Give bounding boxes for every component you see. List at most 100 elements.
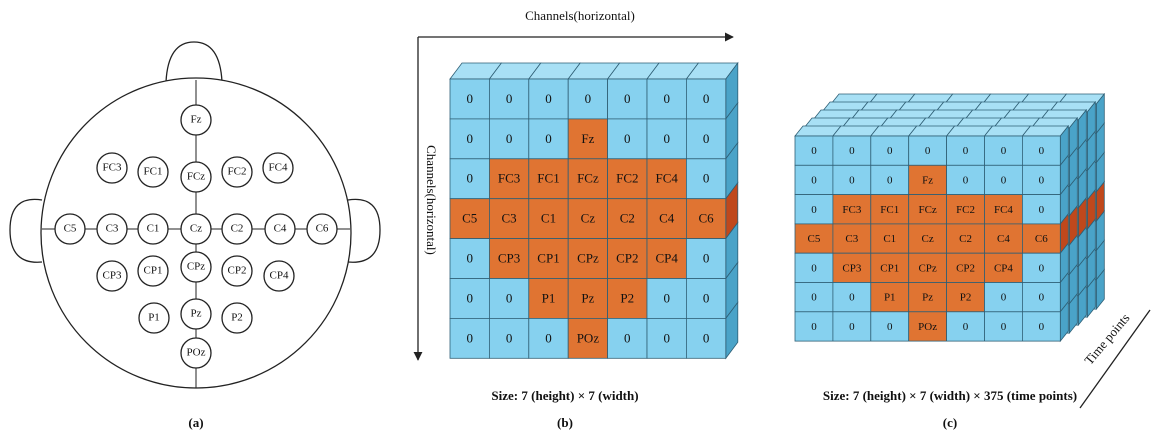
cell-label: 0 bbox=[545, 330, 552, 345]
cell-label: 0 bbox=[887, 174, 893, 186]
cell-label: CP2 bbox=[616, 251, 638, 266]
panel-b: Channels(horizontal) Channels(horizontal… bbox=[418, 8, 738, 430]
cell-label: 0 bbox=[1001, 321, 1007, 333]
cell-label: POz bbox=[577, 330, 600, 345]
cell-label: 0 bbox=[1001, 292, 1007, 304]
cell-label: FC4 bbox=[655, 171, 678, 186]
cell-label: 0 bbox=[1039, 204, 1045, 216]
nose bbox=[166, 42, 222, 82]
electrode-label: C3 bbox=[106, 223, 119, 235]
electrode-label: C6 bbox=[316, 223, 329, 235]
cell-label: 0 bbox=[1039, 145, 1045, 157]
cell-label: 0 bbox=[585, 91, 592, 106]
cell-label: 0 bbox=[963, 174, 969, 186]
cell-label: C5 bbox=[808, 233, 821, 245]
panel-c: Time points Size: 7 (height) × 7 (width)… bbox=[795, 94, 1150, 430]
electrode-label: C5 bbox=[64, 223, 77, 235]
cell-label: 0 bbox=[663, 131, 670, 146]
cell-label: CP3 bbox=[498, 251, 520, 266]
cell-label: 0 bbox=[506, 330, 513, 345]
cell-label: Pz bbox=[922, 292, 933, 304]
cell-label: CP1 bbox=[537, 251, 559, 266]
cell-label: Cz bbox=[922, 233, 934, 245]
cell-label: CP4 bbox=[655, 251, 678, 266]
cell-label: FC2 bbox=[616, 171, 638, 186]
cell-label: 0 bbox=[1039, 321, 1045, 333]
cell-label: 0 bbox=[849, 292, 855, 304]
cell-label: FC3 bbox=[498, 171, 520, 186]
cell-label: 0 bbox=[466, 131, 473, 146]
cell-label: 0 bbox=[703, 290, 710, 305]
cell-label: 0 bbox=[466, 91, 473, 106]
cell-label: C3 bbox=[845, 233, 858, 245]
electrode-label: Pz bbox=[191, 308, 202, 320]
cell-label: 0 bbox=[849, 145, 855, 157]
cell-label: CP1 bbox=[880, 262, 899, 274]
electrode-label: FC2 bbox=[228, 166, 247, 178]
cell-label: POz bbox=[918, 321, 937, 333]
cell-label: C6 bbox=[1035, 233, 1048, 245]
caption: (a) bbox=[188, 415, 203, 430]
cell-label: 0 bbox=[466, 330, 473, 345]
cell-label: 0 bbox=[811, 145, 817, 157]
electrode-label: POz bbox=[187, 347, 206, 359]
cell-label: C2 bbox=[620, 211, 635, 226]
electrode-label: C4 bbox=[274, 223, 287, 235]
electrode-label: CPz bbox=[187, 261, 205, 273]
cell-label: C5 bbox=[462, 211, 477, 226]
size-label: Size: 7 (height) × 7 (width) × 375 (time… bbox=[823, 388, 1077, 403]
cell-label: 0 bbox=[811, 262, 817, 274]
cell-label: P2 bbox=[960, 292, 972, 304]
cell-label: 0 bbox=[624, 91, 631, 106]
electrode-label: CP1 bbox=[144, 265, 163, 277]
electrode-label: C2 bbox=[231, 223, 244, 235]
cell-label: Pz bbox=[581, 290, 594, 305]
caption: (c) bbox=[943, 415, 957, 430]
cell-label: 0 bbox=[506, 290, 513, 305]
cell-label: C1 bbox=[883, 233, 896, 245]
cell-label: 0 bbox=[849, 174, 855, 186]
cell-label: 0 bbox=[963, 321, 969, 333]
cell-label: CPz bbox=[918, 262, 936, 274]
panel-a: (a) FzFC3FC1FCzFC2FC4C5C3C1CzC2C4C6CP3CP… bbox=[10, 42, 380, 430]
cell-label: 0 bbox=[703, 251, 710, 266]
cell-label: FCz bbox=[918, 204, 936, 216]
cell-label: 0 bbox=[703, 91, 710, 106]
cell-label: C6 bbox=[699, 211, 715, 226]
cell-label: 0 bbox=[663, 91, 670, 106]
caption: (b) bbox=[557, 415, 573, 430]
cell-label: CPz bbox=[577, 251, 599, 266]
cell-label: 0 bbox=[963, 145, 969, 157]
size-label: Size: 7 (height) × 7 (width) bbox=[491, 388, 638, 403]
cell-label: FC2 bbox=[956, 204, 975, 216]
cell-label: 0 bbox=[663, 290, 670, 305]
cell-label: Cz bbox=[581, 211, 596, 226]
y-axis-label: Channels(horizontal) bbox=[424, 145, 439, 255]
cell-label: 0 bbox=[811, 174, 817, 186]
cell-label: 0 bbox=[811, 292, 817, 304]
figure: (a) FzFC3FC1FCzFC2FC4C5C3C1CzC2C4C6CP3CP… bbox=[0, 0, 1152, 437]
depth-label: Time points bbox=[1081, 310, 1132, 367]
cell-label: 0 bbox=[466, 251, 473, 266]
cell-label: FC3 bbox=[842, 204, 861, 216]
cell-label: C3 bbox=[502, 211, 517, 226]
cell-label: 0 bbox=[545, 131, 552, 146]
electrode-label: CP4 bbox=[270, 270, 289, 282]
left-ear bbox=[10, 199, 42, 262]
cell-label: 0 bbox=[703, 131, 710, 146]
cell-label: 0 bbox=[624, 131, 631, 146]
cell-label: 0 bbox=[1039, 262, 1045, 274]
cell-label: P1 bbox=[884, 292, 896, 304]
cell-label: FCz bbox=[577, 171, 599, 186]
cell-label: C1 bbox=[541, 211, 556, 226]
cell-label: P2 bbox=[620, 290, 634, 305]
electrode-label: C1 bbox=[147, 223, 160, 235]
electrode-label: CP3 bbox=[103, 270, 122, 282]
cell-label: 0 bbox=[887, 145, 893, 157]
cell-label: 0 bbox=[703, 330, 710, 345]
cell-label: Fz bbox=[922, 174, 933, 186]
cell-label: 0 bbox=[466, 171, 473, 186]
cell-label: CP2 bbox=[956, 262, 975, 274]
cell-label: C4 bbox=[997, 233, 1010, 245]
electrode-label: P2 bbox=[231, 312, 243, 324]
